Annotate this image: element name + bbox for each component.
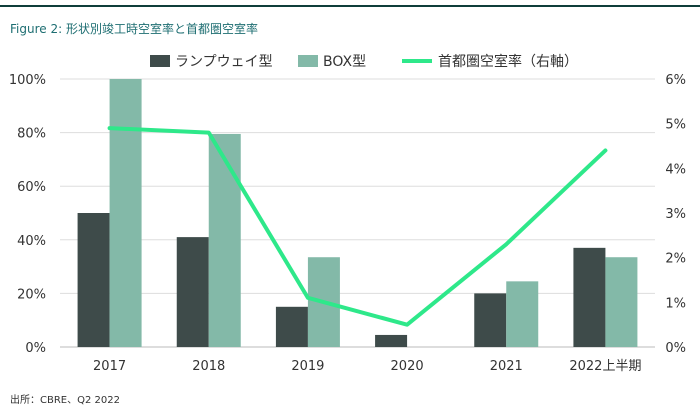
bar	[176, 237, 209, 347]
y-left-tick-label: 100%	[9, 73, 46, 88]
x-tick-label: 2021	[490, 359, 523, 374]
grid-lines	[60, 78, 655, 348]
y-left-tick-label: 80%	[17, 127, 46, 142]
vacancy-line	[107, 126, 608, 327]
legend-swatch	[150, 55, 170, 67]
bar	[605, 257, 638, 347]
bar	[573, 247, 606, 347]
bar	[474, 293, 507, 347]
x-tick-label: 2018	[192, 359, 225, 374]
top-rule	[0, 5, 700, 7]
bar	[77, 213, 110, 347]
x-tick-label: 2020	[391, 359, 424, 374]
y-right-tick-label: 0%	[665, 341, 686, 356]
y-right-tick-label: 5%	[665, 118, 686, 133]
y-left-tick-label: 60%	[17, 180, 46, 195]
figure-title: Figure 2: 形状別竣工時空室率と首都圏空室率	[10, 22, 258, 36]
line-series	[107, 126, 608, 327]
x-tick-label: 2022上半期	[569, 359, 641, 374]
legend-swatch	[298, 55, 318, 67]
bar-series	[77, 79, 638, 347]
y-right-tick-label: 3%	[665, 207, 686, 222]
y-right-tick-label: 6%	[665, 73, 686, 88]
x-tick-label: 2017	[93, 359, 126, 374]
legend-label: BOX型	[323, 54, 366, 70]
bar	[506, 281, 539, 347]
source-note: 出所：CBRE、Q2 2022	[10, 395, 120, 406]
legend-label: 首都圏空室率（右軸）	[438, 53, 578, 70]
axis-labels: 0% 20% 40% 60% 80% 100% 0% 1% 2% 3% 4% 5% 6% 2017 2018…	[9, 73, 686, 374]
bar	[208, 133, 241, 347]
y-left-tick-label: 0%	[25, 341, 46, 356]
bar	[275, 306, 308, 347]
y-right-tick-label: 2%	[665, 252, 686, 267]
y-left-tick-label: 20%	[17, 287, 46, 302]
legend-label: ランプウェイ型	[175, 54, 273, 70]
legend: ランプウェイ型 BOX型 首都圏空室率（右軸）	[150, 53, 578, 70]
bar	[109, 79, 142, 347]
x-tick-label: 2019	[291, 359, 324, 374]
y-right-tick-label: 1%	[665, 296, 686, 311]
y-left-tick-label: 40%	[17, 234, 46, 249]
bar	[375, 334, 408, 347]
y-right-tick-label: 4%	[665, 162, 686, 177]
